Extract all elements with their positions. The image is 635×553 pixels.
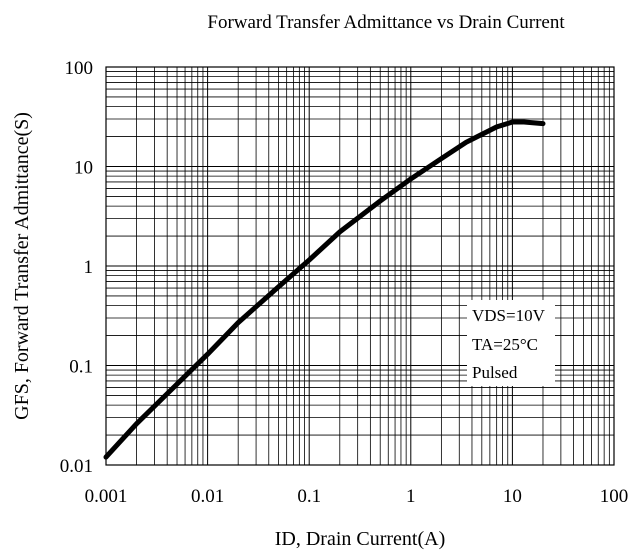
y-tick-label: 100 — [65, 58, 94, 79]
conditions-legend: VDS=10V TA=25°C Pulsed — [467, 300, 555, 386]
y-axis-label: GFS, Forward Transfer Admittance(S) — [11, 112, 33, 420]
y-tick-label: 10 — [74, 158, 93, 179]
x-tick-label: 0.1 — [297, 486, 321, 507]
x-tick-labels: 0.001 0.01 0.1 1 10 100 — [85, 486, 629, 507]
ta-label: TA=25°C — [472, 335, 538, 354]
x-axis-label: ID, Drain Current(A) — [275, 528, 446, 550]
y-tick-label: 0.01 — [60, 456, 93, 477]
y-tick-labels: 0.01 0.1 1 10 100 — [60, 58, 93, 477]
x-tick-label: 0.01 — [191, 486, 224, 507]
mode-label: Pulsed — [472, 363, 518, 382]
conditions-box — [467, 300, 555, 386]
y-tick-label: 1 — [84, 257, 94, 278]
x-tick-label: 0.001 — [85, 486, 128, 507]
grid — [105, 67, 614, 466]
vds-label: VDS=10V — [472, 306, 546, 325]
plot-frame — [105, 66, 615, 466]
y-tick-label: 0.1 — [69, 357, 93, 378]
x-tick-label: 100 — [600, 486, 629, 507]
chart-title: Forward Transfer Admittance vs Drain Cur… — [207, 12, 565, 33]
series-line — [103, 119, 546, 460]
x-tick-label: 1 — [406, 486, 416, 507]
x-tick-label: 10 — [503, 486, 522, 507]
